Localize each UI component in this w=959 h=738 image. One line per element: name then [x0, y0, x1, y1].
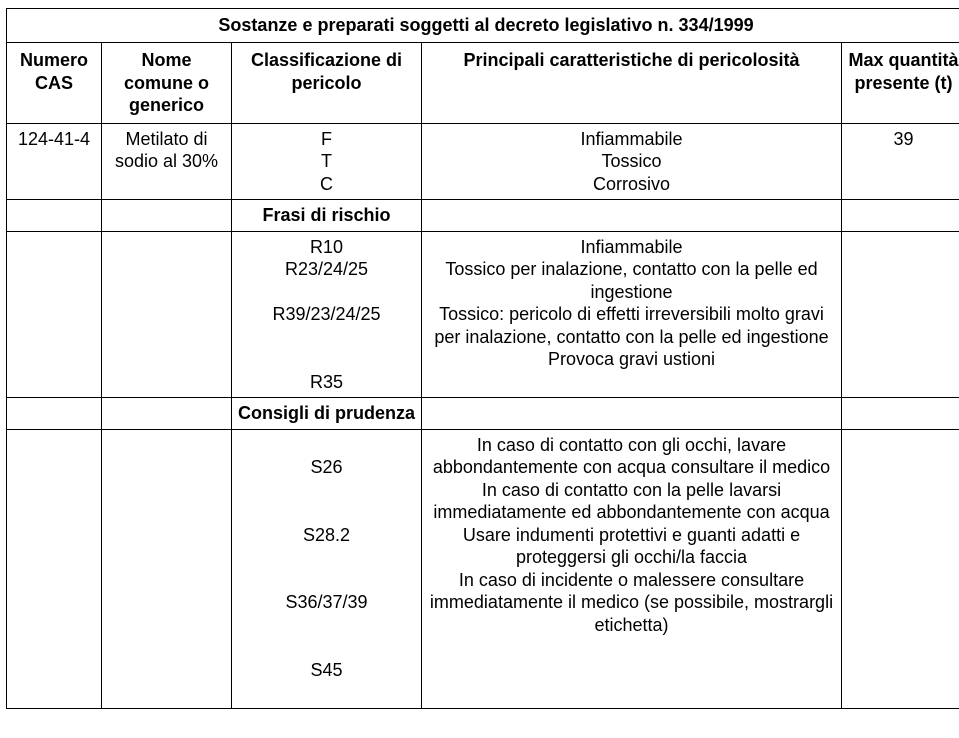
- hazard-code-f: F: [236, 128, 417, 151]
- name-line-1: Metilato di: [106, 128, 227, 151]
- risk-text: Infiammabile: [426, 236, 837, 259]
- cell-maxqty: 39: [842, 123, 959, 200]
- safety-heading: Consigli di prudenza: [232, 398, 422, 430]
- cell-cas: 124-41-4: [7, 123, 102, 200]
- safety-descriptions: In caso di contatto con gli occhi, lavar…: [422, 429, 842, 708]
- substances-table: Sostanze e preparati soggetti al decreto…: [6, 8, 959, 709]
- risk-descriptions: Infiammabile Tossico per inalazione, con…: [422, 231, 842, 398]
- table-row: 124-41-4 Metilato di sodio al 30% F T C …: [7, 123, 959, 200]
- safety-code: S28.2: [236, 524, 417, 547]
- col-header-class: Classificazione di pericolo: [232, 43, 422, 124]
- table-row: S26 S28.2 S36/37/39 S45 In caso di conta…: [7, 429, 959, 708]
- table-title: Sostanze e preparati soggetti al decreto…: [7, 9, 959, 43]
- cell-name: Metilato di sodio al 30%: [102, 123, 232, 200]
- safety-code: S45: [236, 659, 417, 682]
- risk-code: R39/23/24/25: [236, 303, 417, 326]
- table-row: Consigli di prudenza: [7, 398, 959, 430]
- col-header-cas: Numero CAS: [7, 43, 102, 124]
- risk-code: R23/24/25: [236, 258, 417, 281]
- risk-text: Provoca gravi ustioni: [426, 348, 837, 371]
- risk-heading: Frasi di rischio: [232, 200, 422, 232]
- risk-code: R10: [236, 236, 417, 259]
- cell-hazard-codes: F T C: [232, 123, 422, 200]
- risk-codes: R10 R23/24/25 R39/23/24/25 R35: [232, 231, 422, 398]
- hazard-code-c: C: [236, 173, 417, 196]
- risk-code: R35: [236, 371, 417, 394]
- hazard-desc-3: Corrosivo: [426, 173, 837, 196]
- table-row: Frasi di rischio: [7, 200, 959, 232]
- safety-text: In caso di contatto con gli occhi, lavar…: [426, 434, 837, 479]
- hazard-desc-1: Infiammabile: [426, 128, 837, 151]
- safety-text: In caso di incidente o malessere consult…: [426, 569, 837, 637]
- table-row: R10 R23/24/25 R39/23/24/25 R35 Infiammab…: [7, 231, 959, 398]
- safety-text: Usare indumenti protettivi e guanti adat…: [426, 524, 837, 569]
- hazard-code-t: T: [236, 150, 417, 173]
- col-header-maxqty: Max quantità presente (t): [842, 43, 959, 124]
- risk-text: Tossico per inalazione, contatto con la …: [426, 258, 837, 303]
- safety-code: S26: [236, 456, 417, 479]
- name-line-2: sodio al 30%: [106, 150, 227, 173]
- safety-code: S36/37/39: [236, 591, 417, 614]
- col-header-char: Principali caratteristiche di pericolosi…: [422, 43, 842, 124]
- col-header-name: Nome comune o generico: [102, 43, 232, 124]
- cell-hazard-desc: Infiammabile Tossico Corrosivo: [422, 123, 842, 200]
- risk-text: Tossico: pericolo di effetti irreversibi…: [426, 303, 837, 348]
- hazard-desc-2: Tossico: [426, 150, 837, 173]
- safety-text: In caso di contatto con la pelle lavarsi…: [426, 479, 837, 524]
- safety-codes: S26 S28.2 S36/37/39 S45: [232, 429, 422, 708]
